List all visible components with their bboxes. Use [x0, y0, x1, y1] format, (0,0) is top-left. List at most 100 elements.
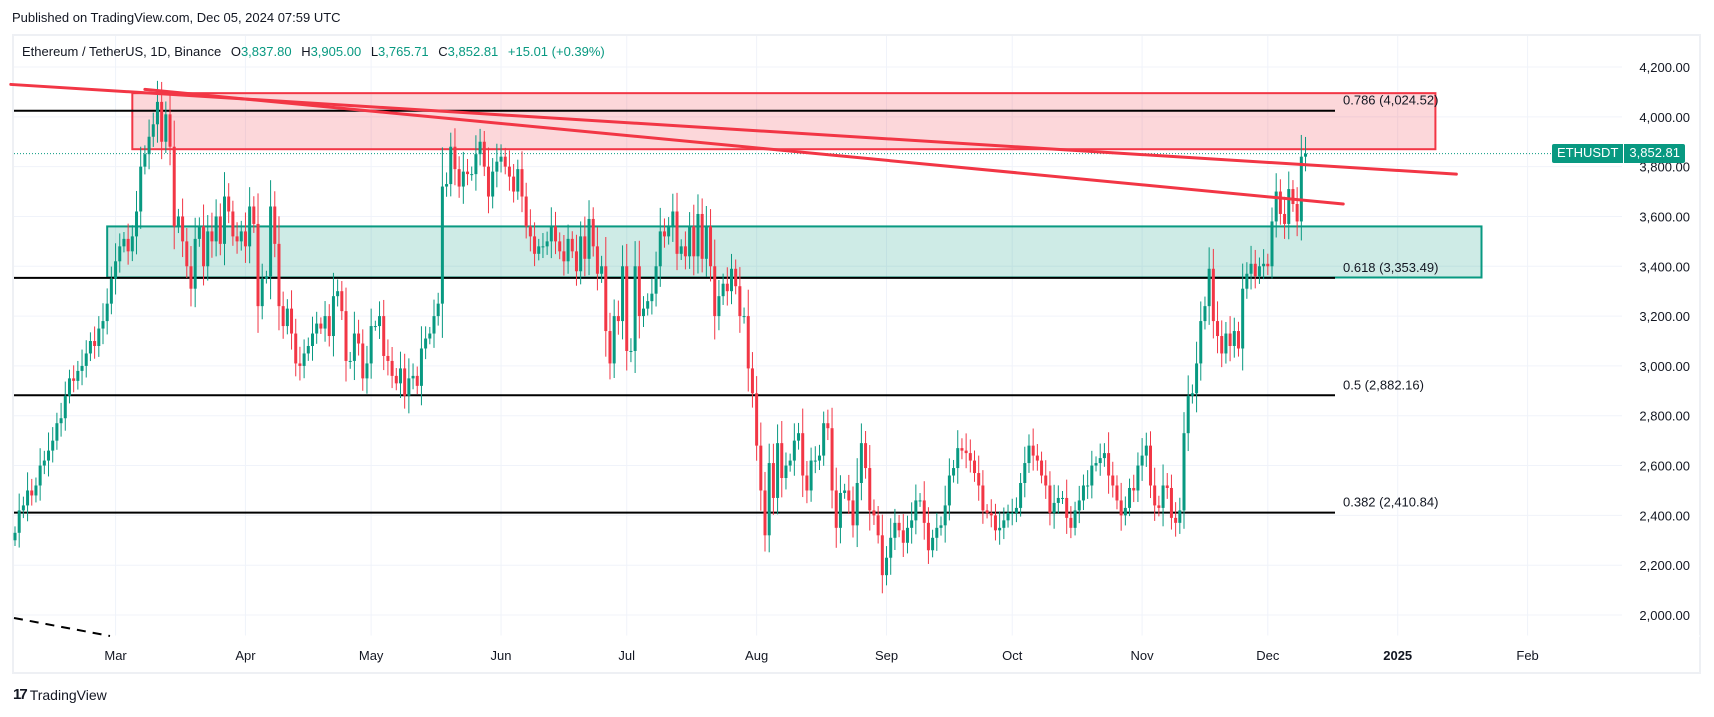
candle-body	[143, 154, 147, 167]
candle-body	[1253, 263, 1257, 277]
resistance-zone[interactable]	[131, 92, 1437, 151]
x-tick-label: Jul	[618, 648, 635, 663]
candle-body	[227, 196, 231, 212]
candle-body	[746, 316, 750, 369]
candle-body	[298, 363, 302, 366]
candle-body	[1102, 453, 1106, 459]
candle-body	[1132, 487, 1136, 491]
candle-body	[1245, 273, 1249, 289]
candle-body	[1073, 510, 1077, 528]
candle-body	[109, 278, 113, 304]
y-tick-label: 2,800.00	[1639, 409, 1690, 424]
last-price-value: 3,852.81	[1624, 143, 1685, 163]
candle-body	[910, 520, 914, 528]
candle-body	[168, 114, 172, 147]
candle-body	[734, 268, 738, 287]
symbol-title[interactable]: Ethereum / TetherUS, 1D, Binance	[22, 44, 222, 59]
y-tick-label: 3,400.00	[1639, 259, 1690, 274]
close-label: C	[438, 44, 448, 59]
candle-body	[654, 266, 658, 294]
candle-body	[935, 527, 939, 538]
candle-body	[461, 171, 465, 187]
candle-body	[621, 266, 625, 322]
support-zone[interactable]	[106, 225, 1483, 279]
y-tick-label: 3,000.00	[1639, 359, 1690, 374]
candle-body	[1056, 497, 1060, 503]
high-value: 3,905.00	[310, 44, 362, 59]
candle-body	[499, 156, 503, 162]
candle-body	[478, 141, 482, 155]
dashed-trendline[interactable]	[13, 617, 111, 637]
tradingview-brand[interactable]: 17 TradingView	[13, 686, 107, 703]
high-label: H	[301, 44, 311, 59]
y-tick-label: 3,600.00	[1639, 209, 1690, 224]
candle-body	[273, 206, 277, 244]
candle-body	[834, 490, 838, 528]
candle-body	[164, 114, 168, 142]
candle-body	[1169, 487, 1173, 518]
candle-body	[801, 433, 805, 476]
candle-body	[1211, 268, 1215, 322]
candle-body	[1165, 485, 1169, 488]
candle-body	[667, 226, 671, 237]
candle-body	[838, 492, 842, 528]
candle-body	[453, 146, 457, 170]
candle-body	[541, 246, 545, 248]
candle-body	[918, 500, 922, 502]
candle-body	[202, 226, 206, 267]
candle-body	[1178, 510, 1182, 523]
candle-body	[692, 226, 696, 257]
candle-body	[1266, 263, 1270, 267]
candle-body	[55, 423, 59, 441]
candle-body	[51, 440, 55, 451]
candle-body	[1002, 520, 1006, 528]
candle-body	[901, 530, 905, 543]
candle-body	[1299, 156, 1303, 222]
candle-body	[151, 124, 155, 137]
candle-body	[210, 231, 214, 242]
candle-body	[1094, 463, 1098, 466]
candle-body	[139, 166, 143, 212]
candle-body	[344, 311, 348, 361]
candle-body	[59, 418, 63, 424]
candle-body	[788, 460, 792, 466]
candle-body	[847, 490, 851, 501]
candle-body	[281, 306, 285, 327]
candle-body	[126, 238, 130, 252]
candle-body	[696, 213, 700, 257]
candle-body	[206, 231, 210, 267]
candle-body	[1190, 393, 1194, 396]
candle-body	[290, 308, 294, 334]
candle-body	[470, 174, 474, 176]
candle-body	[985, 510, 989, 513]
candle-body	[428, 333, 432, 339]
candle-body	[579, 236, 583, 272]
candle-body	[411, 375, 415, 379]
candle-body	[968, 453, 972, 461]
x-tick-label: Mar	[104, 648, 127, 663]
candle-body	[1090, 465, 1094, 486]
candle-body	[1040, 460, 1044, 476]
candle-body	[1077, 500, 1081, 511]
candle-body	[851, 500, 855, 526]
candle-body	[315, 323, 319, 334]
candle-body	[843, 490, 847, 493]
candle-body	[310, 333, 314, 346]
y-tick-label: 3,800.00	[1639, 160, 1690, 175]
low-value: 3,765.71	[378, 44, 429, 59]
fib-level-label: 0.5 (2,882.16)	[1343, 377, 1424, 392]
ticker-label: ETHUSDT	[1552, 143, 1624, 163]
candle-body	[181, 216, 185, 242]
candle-body	[331, 296, 335, 337]
candle-body	[1199, 321, 1203, 364]
y-tick-label: 4,000.00	[1639, 110, 1690, 125]
candle-body	[512, 176, 516, 192]
x-tick-label: May	[359, 648, 384, 663]
candle-body	[105, 303, 109, 322]
candle-body	[306, 345, 310, 354]
y-tick-label: 4,200.00	[1639, 60, 1690, 75]
candle-body	[612, 316, 616, 364]
candle-body	[1216, 321, 1220, 337]
lower-trendline[interactable]	[143, 87, 1345, 206]
